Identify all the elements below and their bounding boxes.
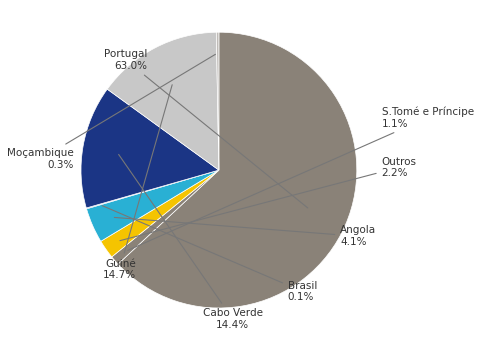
Text: Angola
4.1%: Angola 4.1% bbox=[114, 217, 376, 247]
Text: S.Tomé e Príncipe
1.1%: S.Tomé e Príncipe 1.1% bbox=[128, 107, 474, 250]
Text: Cabo Verde
14.4%: Cabo Verde 14.4% bbox=[119, 154, 263, 330]
Wedge shape bbox=[81, 89, 219, 208]
Text: Moçambique
0.3%: Moçambique 0.3% bbox=[7, 54, 215, 170]
Text: Portugal
63.0%: Portugal 63.0% bbox=[104, 49, 308, 208]
Wedge shape bbox=[118, 32, 357, 308]
Wedge shape bbox=[112, 170, 219, 264]
Wedge shape bbox=[101, 170, 219, 257]
Wedge shape bbox=[107, 32, 219, 170]
Text: Guiné
14.7%: Guiné 14.7% bbox=[103, 85, 172, 280]
Text: Outros
2.2%: Outros 2.2% bbox=[120, 156, 417, 241]
Wedge shape bbox=[87, 170, 219, 241]
Wedge shape bbox=[216, 32, 219, 170]
Text: Brasil
0.1%: Brasil 0.1% bbox=[102, 206, 317, 302]
Wedge shape bbox=[87, 170, 219, 209]
